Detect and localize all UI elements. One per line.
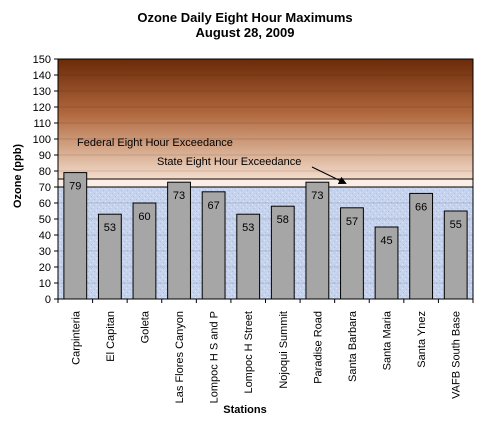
- data-label: 67: [208, 200, 220, 212]
- x-tick-label: Santa Maria: [382, 310, 394, 370]
- data-label: 53: [104, 222, 116, 234]
- x-tick-label: Carpinteria: [70, 310, 82, 365]
- y-tick-label: 100: [33, 134, 51, 146]
- y-tick-label: 120: [33, 102, 51, 114]
- data-label: 66: [415, 201, 427, 213]
- state-exceedance-label: State Eight Hour Exceedance: [157, 156, 301, 168]
- y-tick-label: 30: [39, 246, 51, 258]
- x-tick-label: Lompoc H S and P: [209, 311, 221, 403]
- exceedance-band: [58, 179, 473, 187]
- y-tick-label: 70: [39, 182, 51, 194]
- y-tick-label: 0: [45, 294, 51, 306]
- plot-frame: [57, 58, 474, 300]
- x-tick-label: VAFB South Base: [451, 311, 463, 399]
- x-tick-label: Nojoqui Summit: [278, 311, 290, 389]
- y-tick-label: 50: [39, 214, 51, 226]
- x-axis-label: Stations: [223, 404, 267, 416]
- data-label: 60: [138, 211, 150, 223]
- y-tick-label: 10: [39, 278, 51, 290]
- chart-subtitle: August 28, 2009: [195, 25, 295, 40]
- federal-exceedance-label: Federal Eight Hour Exceedance: [77, 137, 233, 149]
- y-tick-label: 140: [33, 70, 51, 82]
- y-tick-label: 90: [39, 150, 51, 162]
- y-tick-label: 130: [33, 86, 51, 98]
- x-tick-label: Las Flores Canyon: [174, 311, 186, 403]
- y-tick-label: 60: [39, 198, 51, 210]
- chart-title: Ozone Daily Eight Hour Maximums: [137, 10, 353, 25]
- y-tick-label: 110: [33, 118, 51, 130]
- data-label: 53: [242, 222, 254, 234]
- x-tick-label: Goleta: [139, 310, 151, 343]
- data-label: 79: [69, 181, 81, 193]
- y-tick-label: 20: [39, 262, 51, 274]
- y-tick-label: 40: [39, 230, 51, 242]
- y-tick-label: 150: [33, 54, 51, 66]
- upper-exceedance-background: [58, 59, 473, 179]
- x-tick-label: Lompoc H Street: [243, 311, 255, 394]
- data-label: 45: [380, 235, 392, 247]
- x-tick-label: Santa Barbara: [347, 310, 359, 382]
- y-axis-label: Ozone (ppb): [12, 143, 24, 209]
- data-label: 55: [450, 219, 462, 231]
- below-standard-background: [58, 187, 473, 299]
- y-tick-label: 80: [39, 166, 51, 178]
- data-label: 58: [277, 214, 289, 226]
- data-label: 73: [311, 190, 323, 202]
- annotation-arrow: [311, 166, 347, 184]
- x-tick-label: Paradise Road: [312, 311, 324, 384]
- data-label: 57: [346, 216, 358, 228]
- x-tick-label: El Capitan: [105, 311, 117, 362]
- data-label: 73: [173, 190, 185, 202]
- x-tick-label: Santa Ynez: [416, 311, 428, 368]
